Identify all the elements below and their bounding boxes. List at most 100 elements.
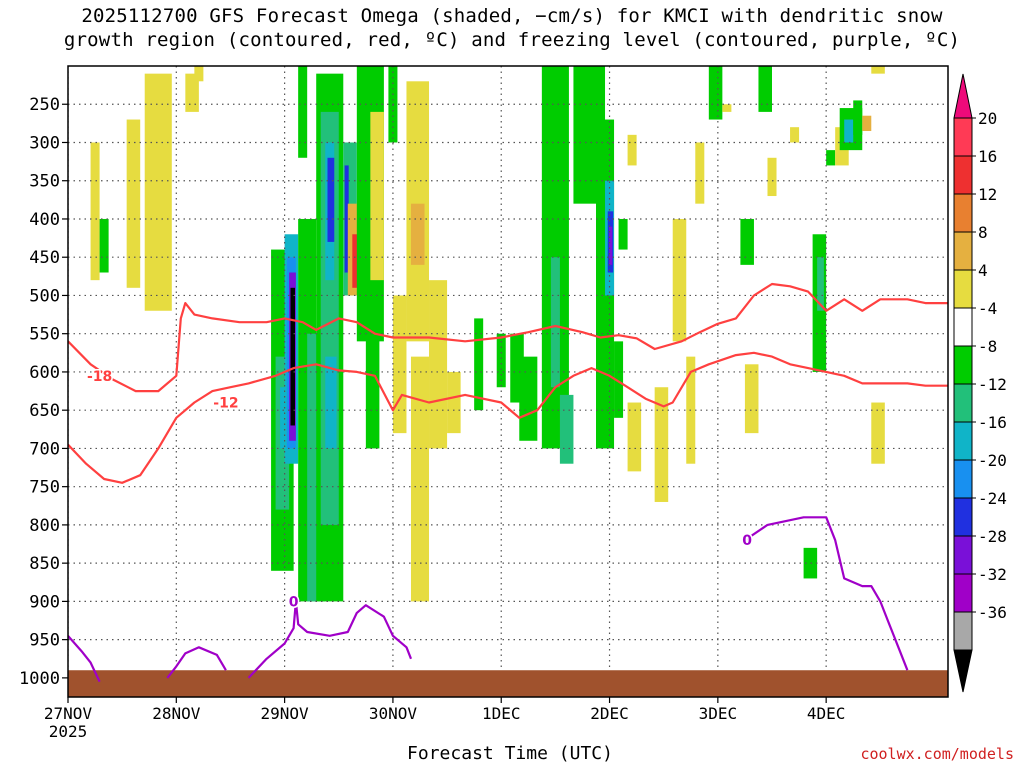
- omega-shaded-cell: [695, 142, 705, 204]
- colorbar-tick-label: 8: [978, 223, 988, 242]
- colorbar-bin: [953, 421, 973, 461]
- time-tick-label: 4DEC: [807, 704, 846, 723]
- omega-shaded-cell: [298, 66, 308, 158]
- omega-shaded-cell: [447, 371, 461, 434]
- freezing-level-contour-line: [68, 635, 101, 683]
- omega-shaded-cell: [844, 119, 854, 143]
- freezing-level-contour-line: [247, 600, 413, 679]
- colorbar-bin: [953, 155, 973, 195]
- pressure-tick-label: 700: [29, 439, 60, 459]
- colorbar-tick-label: -28: [978, 527, 1007, 546]
- colorbar-bin: [953, 611, 973, 651]
- omega-shaded-cell: [614, 341, 624, 418]
- time-year-label: 2025: [49, 722, 88, 741]
- time-tick-label: 28NOV: [152, 704, 201, 723]
- omega-shaded-cell: [740, 218, 754, 265]
- omega-shaded-cell: [99, 218, 109, 273]
- time-tick-label: 29NOV: [261, 704, 310, 723]
- colorbar-tick-label: 12: [978, 185, 997, 204]
- pressure-tick-label: 800: [29, 516, 60, 536]
- omega-shaded-cell: [392, 295, 407, 434]
- omega-shaded-cell: [826, 150, 836, 166]
- pressure-tick-label: 450: [29, 248, 60, 268]
- omega-shaded-cell: [627, 402, 642, 472]
- omega-shaded-cell: [550, 257, 560, 388]
- colorbar-bin: [953, 117, 973, 157]
- omega-shaded-cell: [410, 356, 430, 602]
- colorbar-bin: [953, 459, 973, 499]
- omega-shaded-cell: [325, 356, 337, 449]
- colorbar-bin: [953, 269, 973, 309]
- omega-shaded-cell: [862, 115, 872, 132]
- plot-frame: [67, 65, 949, 698]
- omega-shaded-cell: [344, 165, 349, 273]
- dgz-contour-label: -18: [87, 369, 112, 385]
- pressure-tick-label: 600: [29, 363, 60, 383]
- time-tick-label: 3DEC: [699, 704, 738, 723]
- omega-shaded-cell: [90, 142, 100, 281]
- omega-shaded-cell: [370, 111, 384, 281]
- pressure-tick-label: 650: [29, 401, 60, 421]
- pressure-tick-label: 250: [29, 95, 60, 115]
- omega-shaded-cell: [790, 127, 800, 143]
- plot-area: [68, 66, 948, 697]
- omega-shaded-cell: [767, 157, 777, 197]
- site-credit: coolwx.com/models: [860, 745, 1014, 763]
- dgz-contour-line: [68, 282, 948, 393]
- omega-shaded-cell: [853, 100, 863, 135]
- colorbar-bin: [953, 193, 973, 233]
- pressure-tick-label: 300: [29, 133, 60, 153]
- omega-shaded-cell: [654, 387, 669, 502]
- colorbar-tick-label: -8: [978, 337, 997, 356]
- dgz-contour-line: [68, 351, 948, 484]
- chart-title: 2025112700 GFS Forecast Omega (shaded, −…: [0, 4, 1024, 52]
- colorbar-bin: [953, 307, 973, 347]
- omega-shaded-cell: [429, 280, 448, 449]
- pressure-tick-label: 350: [29, 172, 60, 192]
- pressure-tick-label: 900: [29, 592, 60, 612]
- pressure-tick-label: 400: [29, 210, 60, 230]
- colorbar-tick-label: -24: [978, 489, 1007, 508]
- freezing-level-contour-line: [744, 516, 909, 671]
- chart-title-line-2: growth region (contoured, red, ºC) and f…: [63, 29, 961, 51]
- pressure-tick-label: 750: [29, 478, 60, 498]
- omega-shaded-cell: [559, 394, 574, 464]
- colorbar-tick-label: -4: [978, 299, 997, 318]
- colorbar-bin: [953, 573, 973, 613]
- omega-shaded-cell: [474, 318, 484, 411]
- x-axis-title: Forecast Time (UTC): [407, 743, 613, 764]
- pressure-tick-label: 500: [29, 286, 60, 306]
- pressure-tick-label: 950: [29, 631, 60, 651]
- omega-shaded-cell: [519, 356, 538, 441]
- colorbar-tick-label: 4: [978, 261, 988, 280]
- omega-shaded-cell: [410, 203, 425, 265]
- colorbar-bin: [953, 497, 973, 537]
- pressure-tick-label: 1000: [19, 669, 60, 689]
- omega-shaded-cell: [290, 287, 295, 426]
- freezing-level-contour-label: 0: [742, 533, 752, 549]
- omega-shaded-cell: [708, 66, 723, 120]
- time-tick-label: 1DEC: [482, 704, 521, 723]
- omega-shaded-cell: [352, 234, 362, 288]
- omega-shaded-cell: [618, 218, 628, 250]
- colorbar-bottom-arrow: [953, 649, 973, 693]
- colorbar-bin: [953, 383, 973, 423]
- colorbar-tick-label: -12: [978, 375, 1007, 394]
- omega-shaded-cell: [871, 66, 885, 74]
- omega-shaded-cell: [722, 104, 732, 112]
- omega-shaded-cell: [496, 333, 506, 388]
- omega-shaded-cell: [672, 218, 687, 342]
- colorbar-bin: [953, 231, 973, 271]
- omega-shaded-cell: [185, 73, 199, 112]
- colorbar-tick-label: 20: [978, 109, 997, 128]
- colorbar-tick-label: 16: [978, 147, 997, 166]
- freezing-level-contour-line: [166, 646, 227, 679]
- omega-shaded-cell: [144, 73, 172, 311]
- colorbar-tick-label: -20: [978, 451, 1007, 470]
- colorbar-tick-label: -36: [978, 603, 1007, 622]
- chart-title-line-1: 2025112700 GFS Forecast Omega (shaded, −…: [81, 5, 943, 27]
- omega-shaded-cell: [280, 387, 285, 449]
- omega-shaded-cell: [627, 134, 637, 166]
- time-tick-label: 27NOV: [44, 704, 93, 723]
- colorbar-tick-label: -32: [978, 565, 1007, 584]
